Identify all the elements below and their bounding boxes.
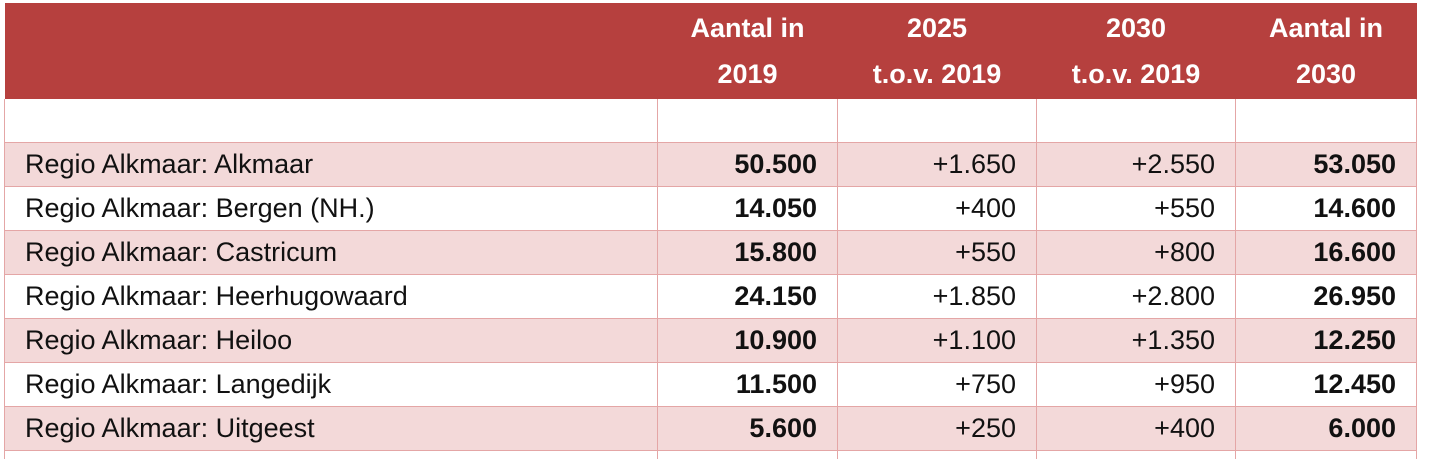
region-name-cell: Regio Alkmaar: Heiloo	[4, 318, 658, 363]
count-2030-cell: 26.950	[1235, 274, 1417, 319]
cut-cell	[657, 450, 838, 459]
count-2030-cell: 53.050	[1235, 142, 1417, 187]
count-2019-cell: 5.600	[657, 406, 838, 451]
header-count-2030: Aantal in 2030	[1235, 3, 1417, 99]
header-delta-2025-line2: t.o.v. 2019	[872, 59, 1002, 89]
count-2019-cell: 50.500	[657, 142, 838, 187]
count-2019-cell: 14.050	[657, 186, 838, 231]
table-row: Regio Alkmaar: Langedijk 11.500 +750 +95…	[4, 362, 1417, 407]
region-name-cell: Regio Alkmaar: Castricum	[4, 230, 658, 275]
header-count-2019-line2: 2019	[717, 59, 778, 89]
spacer-cell	[657, 99, 838, 143]
region-name-cell: Regio Alkmaar: Uitgeest	[4, 406, 658, 451]
delta-2030-cell: +1.350	[1036, 318, 1236, 363]
count-2019-cell: 24.150	[657, 274, 838, 319]
header-delta-2030: 2030 t.o.v. 2019	[1036, 3, 1236, 99]
count-2030-cell: 12.450	[1235, 362, 1417, 407]
header-delta-2025-line1: 2025	[906, 13, 968, 43]
delta-2030-cell: +400	[1036, 406, 1236, 451]
header-delta-2025: 2025 t.o.v. 2019	[837, 3, 1037, 99]
delta-2025-cell: +1.850	[837, 274, 1037, 319]
header-count-2019: Aantal in 2019	[657, 3, 838, 99]
delta-2030-cell: +2.800	[1036, 274, 1236, 319]
region-name-cell: Regio Alkmaar: Alkmaar	[4, 142, 658, 187]
region-table: Aantal in 2019 2025 t.o.v. 2019 2030 t.o…	[4, 3, 1417, 459]
delta-2025-cell: +250	[837, 406, 1037, 451]
count-2030-cell: 14.600	[1235, 186, 1417, 231]
delta-2030-cell: +950	[1036, 362, 1236, 407]
region-name-cell: Regio Alkmaar: Langedijk	[4, 362, 658, 407]
spacer-cell	[837, 99, 1037, 143]
header-delta-2030-line2: t.o.v. 2019	[1071, 59, 1201, 89]
region-table-container: Aantal in 2019 2025 t.o.v. 2019 2030 t.o…	[4, 3, 1417, 459]
table-spacer-row	[4, 99, 1417, 143]
spacer-cell	[1235, 99, 1417, 143]
header-region	[4, 3, 658, 99]
delta-2025-cell: +1.650	[837, 142, 1037, 187]
region-name-cell: Regio Alkmaar: Bergen (NH.)	[4, 186, 658, 231]
cut-cell	[4, 450, 658, 459]
delta-2025-cell: +550	[837, 230, 1037, 275]
count-2019-cell: 11.500	[657, 362, 838, 407]
header-count-2030-line2: 2030	[1295, 59, 1357, 89]
count-2030-cell: 12.250	[1235, 318, 1417, 363]
header-delta-2030-line1: 2030	[1105, 13, 1167, 43]
table-row: Regio Alkmaar: Castricum 15.800 +550 +80…	[4, 230, 1417, 275]
delta-2030-cell: +800	[1036, 230, 1236, 275]
table-header-row: Aantal in 2019 2025 t.o.v. 2019 2030 t.o…	[4, 3, 1417, 99]
count-2019-cell: 15.800	[657, 230, 838, 275]
table-row: Regio Alkmaar: Heiloo 10.900 +1.100 +1.3…	[4, 318, 1417, 363]
delta-2025-cell: +750	[837, 362, 1037, 407]
delta-2025-cell: +1.100	[837, 318, 1037, 363]
count-2019-cell: 10.900	[657, 318, 838, 363]
cut-cell	[837, 450, 1037, 459]
count-2030-cell: 6.000	[1235, 406, 1417, 451]
delta-2030-cell: +550	[1036, 186, 1236, 231]
header-count-2030-line1: Aantal in	[1268, 13, 1383, 43]
cut-cell	[1036, 450, 1236, 459]
table-row: Regio Alkmaar: Bergen (NH.) 14.050 +400 …	[4, 186, 1417, 231]
delta-2030-cell: +2.550	[1036, 142, 1236, 187]
cut-cell	[1235, 450, 1417, 459]
count-2030-cell: 16.600	[1235, 230, 1417, 275]
spacer-cell	[4, 99, 658, 143]
delta-2025-cell: +400	[837, 186, 1037, 231]
table-row: Regio Alkmaar: Alkmaar 50.500 +1.650 +2.…	[4, 142, 1417, 187]
header-count-2019-line1: Aantal in	[690, 13, 805, 43]
table-row-cut-off	[4, 450, 1417, 459]
table-row: Regio Alkmaar: Heerhugowaard 24.150 +1.8…	[4, 274, 1417, 319]
spacer-cell	[1036, 99, 1236, 143]
table-row: Regio Alkmaar: Uitgeest 5.600 +250 +400 …	[4, 406, 1417, 451]
region-name-cell: Regio Alkmaar: Heerhugowaard	[4, 274, 658, 319]
